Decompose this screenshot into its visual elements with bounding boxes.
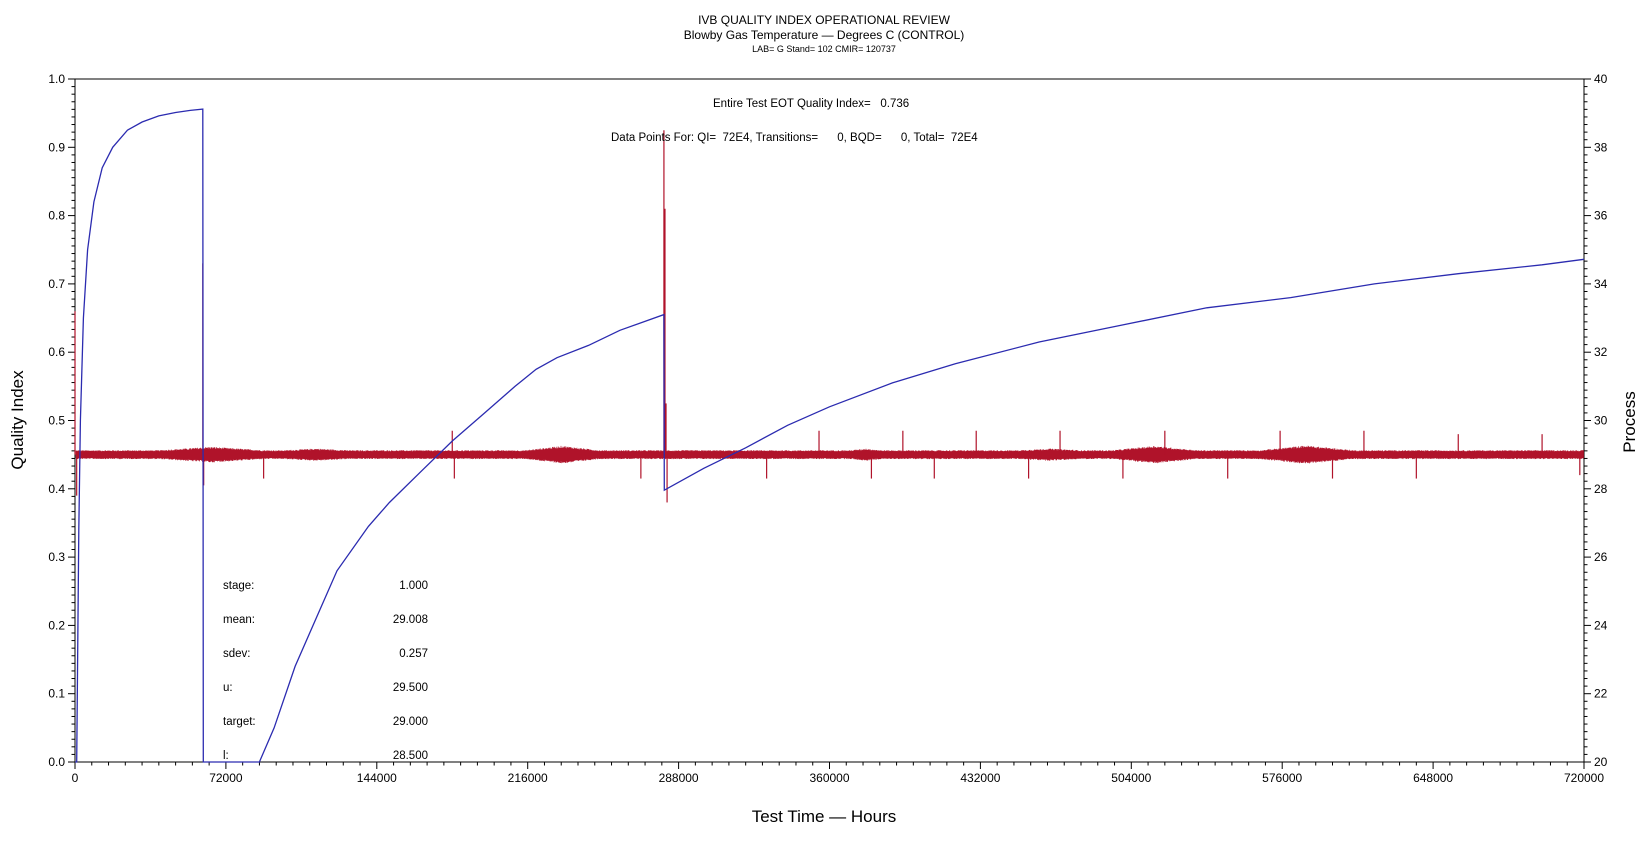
process-band xyxy=(75,445,1584,464)
stat-value-0: 1.000 xyxy=(399,580,428,592)
x-tick-label-72000: 72000 xyxy=(209,771,243,785)
stat-value-3: 29.500 xyxy=(393,682,428,694)
chart-subtitle-2: LAB= G Stand= 102 CMIR= 120737 xyxy=(752,44,896,54)
stat-value-1: 29.008 xyxy=(393,614,428,626)
y-tick-label-0.1: 0.1 xyxy=(48,687,65,701)
y-tick-label-0.9: 0.9 xyxy=(48,140,65,154)
y-axis-right: 20 22 24 26 28 30 32 34 36 38 40 xyxy=(1584,72,1608,769)
x-tick-label-0: 0 xyxy=(72,771,79,785)
y2-tick-label-24: 24 xyxy=(1594,618,1608,632)
stat-label-5: l: xyxy=(223,750,229,762)
y-tick-label-0.6: 0.6 xyxy=(48,345,65,359)
stat-label-4: target: xyxy=(223,716,256,728)
y-tick-label-0.5: 0.5 xyxy=(48,414,65,428)
x-tick-label-360000: 360000 xyxy=(809,771,849,785)
y2-tick-label-36: 36 xyxy=(1594,209,1608,223)
y2-tick-label-32: 32 xyxy=(1594,345,1608,359)
y2-tick-label-30: 30 xyxy=(1594,414,1608,428)
y-axis-left: 0.0 0.1 0.2 0.3 0.4 0.5 0.6 0.7 0.8 0.9 1.0 xyxy=(48,72,75,769)
stat-label-1: mean: xyxy=(223,614,255,626)
y-tick-label-0.0: 0.0 xyxy=(48,755,65,769)
y-tick-label-0.4: 0.4 xyxy=(48,482,65,496)
stat-label-3: u: xyxy=(223,682,233,694)
chart-title: IVB QUALITY INDEX OPERATIONAL REVIEW xyxy=(698,13,951,27)
y2-tick-label-34: 34 xyxy=(1594,277,1608,291)
stat-label-0: stage: xyxy=(223,580,254,592)
data-points-annotation: Data Points For: QI= 72E4, Transitions= … xyxy=(611,132,978,144)
y2-tick-label-26: 26 xyxy=(1594,550,1608,564)
x-tick-label-288000: 288000 xyxy=(659,771,699,785)
chart-subtitle: Blowby Gas Temperature — Degrees C (CONT… xyxy=(684,28,965,42)
process-series xyxy=(74,130,1584,503)
y2-axis-title: Process xyxy=(1620,391,1639,452)
y-tick-label-0.7: 0.7 xyxy=(48,277,65,291)
stat-label-2: sdev: xyxy=(223,648,251,660)
x-tick-label-144000: 144000 xyxy=(357,771,397,785)
y-tick-label-0.2: 0.2 xyxy=(48,618,65,632)
y2-tick-label-40: 40 xyxy=(1594,72,1608,86)
y2-tick-label-20: 20 xyxy=(1594,755,1608,769)
stat-value-2: 0.257 xyxy=(399,648,428,660)
x-tick-label-576000: 576000 xyxy=(1262,771,1302,785)
x-tick-label-720000: 720000 xyxy=(1564,771,1604,785)
stat-value-4: 29.000 xyxy=(393,716,428,728)
y-tick-label-0.3: 0.3 xyxy=(48,550,65,564)
y2-tick-label-28: 28 xyxy=(1594,482,1608,496)
qi-annotation: Entire Test EOT Quality Index= 0.736 xyxy=(713,98,909,110)
y-tick-label-0.8: 0.8 xyxy=(48,209,65,223)
stat-value-5: 28.500 xyxy=(393,750,428,762)
x-axis: 0 72000 144000 216000 288000 360000 432000 5040… xyxy=(72,762,1604,785)
stats-block: stage: 1.000 mean: 29.008 sdev: 0.257 u: 29.500… xyxy=(223,580,428,762)
quality-index-line xyxy=(75,108,1585,763)
y2-tick-label-22: 22 xyxy=(1594,687,1608,701)
plot-frame xyxy=(74,78,1585,763)
y2-tick-label-38: 38 xyxy=(1594,140,1608,154)
y-axis-title: Quality Index xyxy=(8,370,27,470)
x-tick-label-216000: 216000 xyxy=(508,771,548,785)
x-tick-label-432000: 432000 xyxy=(960,771,1000,785)
x-tick-label-648000: 648000 xyxy=(1413,771,1453,785)
x-axis-title: Test Time — Hours xyxy=(752,807,897,826)
x-tick-label-504000: 504000 xyxy=(1111,771,1151,785)
y-tick-label-1.0: 1.0 xyxy=(48,72,65,86)
quality-index-series xyxy=(75,108,1585,763)
